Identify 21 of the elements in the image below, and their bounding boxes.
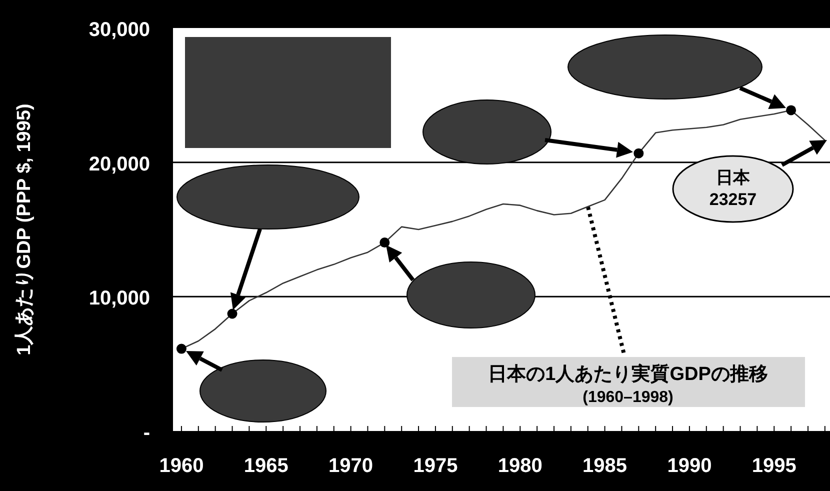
text: (1960–1998) [582,389,674,406]
x-tick-label: 1995 [752,455,796,477]
point [634,148,644,158]
y-axis-title: 1人あたりGDP (PPP $, 1995) [14,104,35,356]
y-tick-label: 30,000 [88,19,150,41]
point [786,105,796,116]
annotation: 日本 23257 [709,168,757,209]
point [380,238,390,248]
x-tick-label: 1960 [159,455,204,477]
x-tick-label: 1990 [667,455,712,477]
point [176,344,186,354]
x-tick-label: 1980 [498,455,542,477]
x-tick-label: 1965 [244,455,288,477]
text: 日本の1人あたり実質GDPの推移 [488,363,768,385]
x-tick-label: 1975 [413,455,458,477]
y-tick-label: - [143,422,150,444]
y-tick-label: 10,000 [88,288,150,310]
point [227,308,238,319]
y-tick-label: 20,000 [88,153,150,176]
x-tick-label: 1985 [582,455,628,477]
x-tick-label: 1970 [328,455,374,477]
